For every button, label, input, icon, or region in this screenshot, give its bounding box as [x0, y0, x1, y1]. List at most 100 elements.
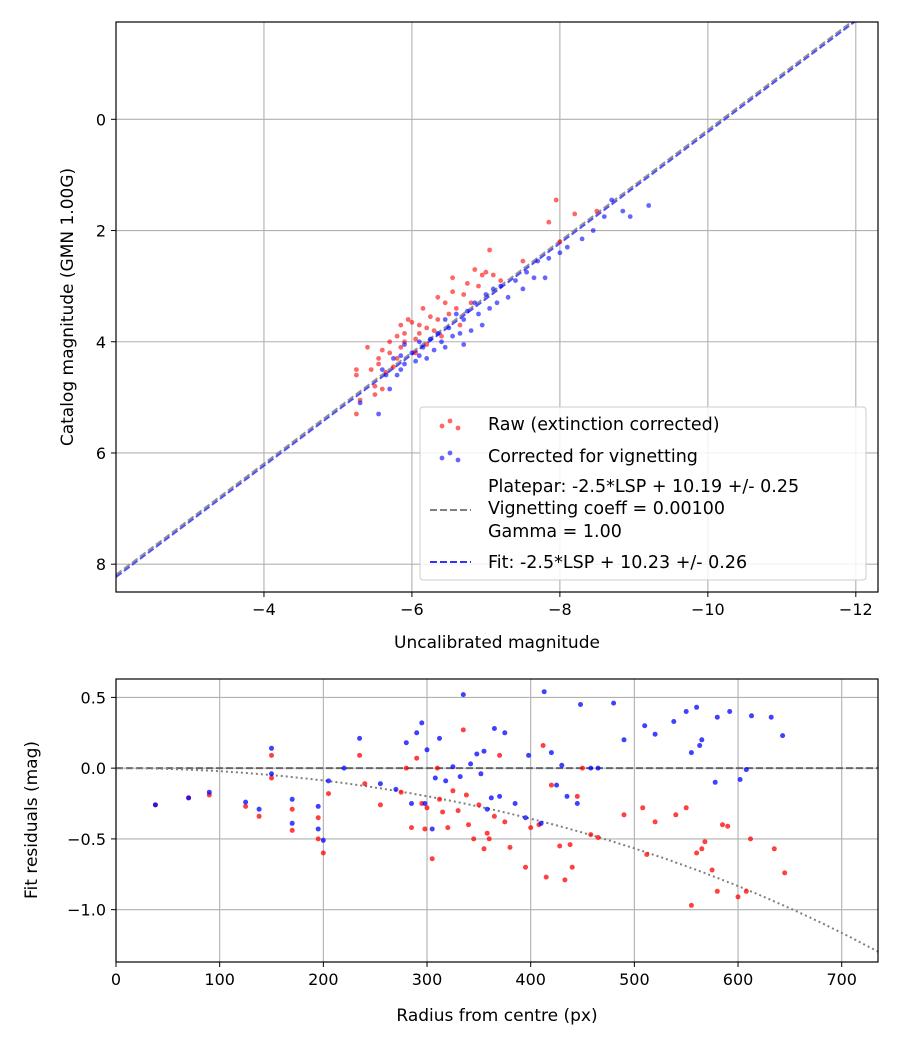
raw-point: [403, 765, 409, 771]
corrected-point: [535, 258, 541, 264]
raw-point: [743, 888, 749, 894]
raw-point: [460, 727, 466, 733]
corrected-point: [186, 795, 192, 801]
legend-raw-marker: [447, 418, 453, 424]
raw-point: [434, 765, 440, 771]
corrected-point: [416, 353, 422, 359]
raw-point: [483, 269, 489, 275]
corrected-point: [699, 737, 705, 743]
bottom-plot-background: [116, 679, 878, 962]
raw-point: [416, 322, 422, 328]
corrected-point: [432, 775, 438, 781]
raw-point: [424, 325, 430, 331]
corrected-point: [768, 714, 774, 720]
corrected-point: [269, 771, 274, 777]
top-scatter-points: [354, 197, 652, 417]
corrected-point: [712, 779, 718, 785]
raw-point: [471, 836, 477, 842]
raw-point: [520, 258, 526, 264]
corrected-point: [671, 719, 677, 724]
raw-point: [398, 322, 404, 328]
raw-point: [394, 356, 400, 361]
raw-point: [553, 197, 559, 203]
corrected-point: [546, 255, 552, 261]
raw-point: [424, 805, 430, 811]
raw-point: [572, 211, 578, 217]
raw-point: [673, 812, 679, 818]
corrected-point: [513, 278, 518, 283]
corrected-point: [520, 286, 526, 292]
corrected-point: [743, 767, 749, 773]
raw-point: [435, 294, 441, 300]
raw-point: [507, 844, 513, 850]
raw-point: [354, 372, 359, 378]
raw-point: [714, 888, 720, 894]
corrected-point: [468, 761, 474, 767]
corrected-point: [457, 331, 463, 336]
x-tick-label: 100: [204, 970, 235, 989]
raw-point: [315, 815, 321, 821]
corrected-point: [289, 820, 295, 826]
legend-item-corrected: Corrected for vignetting: [439, 447, 698, 467]
corrected-point: [564, 244, 570, 250]
top-y-axis-title: Catalog magnitude (GMN 1.00G): [58, 168, 78, 446]
raw-point: [574, 793, 580, 799]
raw-point: [580, 765, 585, 771]
raw-point: [557, 843, 563, 849]
corrected-point: [243, 799, 249, 805]
raw-point: [398, 789, 404, 795]
raw-point: [476, 802, 482, 808]
top-x-axis-title: Uncalibrated magnitude: [394, 633, 600, 653]
raw-point: [442, 300, 448, 306]
raw-point: [484, 830, 490, 836]
x-tick-label: 600: [723, 970, 754, 989]
raw-point: [466, 822, 471, 828]
raw-point: [368, 367, 374, 372]
raw-point: [315, 836, 321, 842]
corrected-point: [414, 730, 420, 736]
corrected-point: [601, 214, 607, 220]
y-tick-label: 6: [96, 444, 106, 463]
raw-point: [528, 825, 534, 831]
corrected-point: [554, 782, 560, 788]
corrected-point: [315, 803, 321, 809]
corrected-point: [413, 358, 418, 364]
raw-point: [683, 805, 689, 811]
x-tick-label: −4: [252, 600, 276, 619]
corrected-point: [595, 765, 601, 771]
y-tick-label: 0: [96, 110, 106, 129]
raw-point: [429, 856, 435, 862]
top-plot-frame: [115, 21, 879, 593]
raw-point: [379, 347, 385, 353]
raw-point: [688, 902, 694, 908]
raw-point: [498, 278, 504, 283]
legend-item-platepar: Platepar: -2.5*LSP + 10.19 +/- 0.25 Vign…: [430, 477, 799, 542]
corrected-point: [531, 275, 537, 281]
raw-point: [372, 392, 378, 397]
raw-point: [398, 344, 404, 350]
corrected-point: [416, 339, 422, 345]
raw-point: [402, 331, 407, 336]
legend-platepar-label-line3: Gamma = 1.00: [488, 522, 622, 542]
legend-corrected-label: Corrected for vignetting: [488, 447, 698, 467]
corrected-point: [398, 367, 404, 372]
x-tick-label: 200: [308, 970, 339, 989]
corrected-point: [487, 306, 492, 311]
x-tick-label: −12: [839, 600, 873, 619]
raw-point: [457, 322, 463, 328]
raw-point: [446, 311, 452, 317]
corrected-point: [484, 806, 490, 812]
raw-point: [243, 803, 249, 809]
corrected-point: [541, 689, 547, 695]
corrected-point: [524, 269, 529, 275]
corrected-point: [424, 356, 430, 361]
raw-point: [450, 275, 455, 281]
corrected-point: [523, 815, 528, 821]
legend-platepar-label-line1: Platepar: -2.5*LSP + 10.19 +/- 0.25: [488, 477, 799, 497]
corrected-point: [461, 342, 467, 347]
calibration-plot: −4 −6 −8 −10 −12 0 2 4 6 8 Uncalibrated magnitude…: [58, 21, 879, 653]
corrected-point: [468, 328, 474, 333]
corrected-point: [609, 197, 615, 203]
y-tick-label: 0.5: [81, 688, 106, 707]
